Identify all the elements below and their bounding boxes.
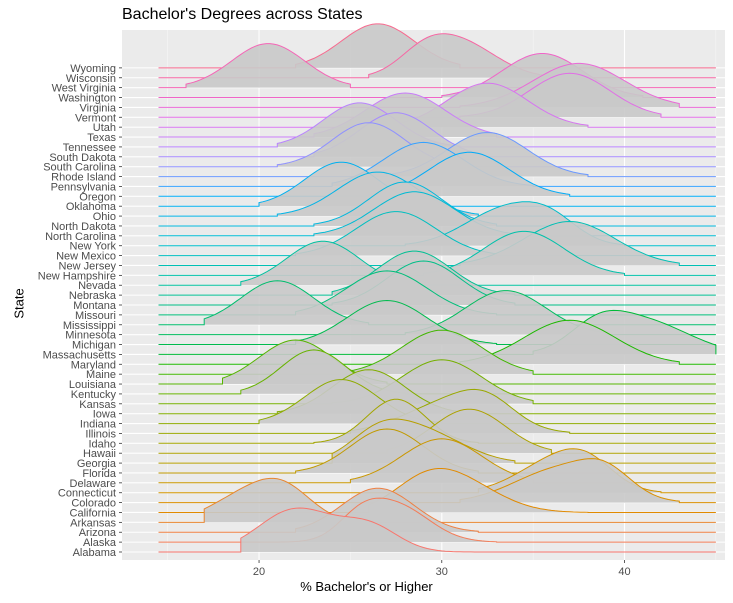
density-area [368,468,588,513]
density-area [204,280,369,325]
y-tick-label: Georgia [77,458,117,470]
y-tick-label: Rhode Island [51,172,116,184]
y-tick-label: Oklahoma [66,201,117,213]
density-area [295,270,497,315]
y-tick-label: Wyoming [70,63,116,75]
y-tick-label: New Mexico [56,251,116,263]
density-area [423,231,625,276]
density-area [350,330,534,375]
y-tick-label: Virginia [80,102,117,114]
y-tick-label: Kansas [79,399,116,411]
y-tick-label: Pennsylvania [51,181,117,193]
y-tick-label: Maine [86,369,116,381]
y-tick-label: Florida [82,468,117,480]
y-tick-label: Wisconsin [66,73,116,85]
ridge-west-virginia [158,43,716,89]
y-tick-label: Iowa [93,409,117,421]
y-tick-label: Minnesota [65,330,117,342]
ridge-california [158,468,716,513]
density-line [158,181,716,227]
ridge-alabama [158,507,716,553]
y-tick-label: Nebraska [69,290,117,302]
y-tick-label: West Virginia [52,83,117,95]
y-tick-label: Hawaii [83,448,116,460]
y-tick-label: New York [70,241,117,253]
y-tick-label: Massachusetts [43,349,117,361]
y-tick-label: Connecticut [58,488,116,500]
density-line [158,230,716,276]
y-tick-label: California [70,507,117,519]
density-line [158,329,716,375]
y-tick-label: Ohio [93,211,116,223]
y-tick-label: Illinois [85,428,116,440]
y-tick-label: Colorado [71,498,116,510]
density-area [350,438,534,483]
density-line [158,280,716,326]
y-tick-label: Montana [73,300,117,312]
ridge-layer [158,23,717,553]
x-tick-label: 40 [618,566,630,578]
y-tick-label: Utah [93,122,116,134]
density-area [240,508,479,552]
y-tick-label: Mississippi [63,320,116,332]
ridge-new-hampshire [158,230,716,276]
y-tick-label: Alabama [73,547,117,559]
density-area [368,33,552,78]
y-tick-label: Vermont [75,112,116,124]
density-line [158,468,716,513]
y-tick-label: Washington [58,93,116,105]
density-line [158,43,716,89]
y-tick-label: Maryland [71,359,116,371]
ridge-delaware [158,438,716,484]
y-tick-label: North Dakota [51,221,117,233]
y-tick-label: Michigan [72,340,116,352]
y-tick-label: New Hampshire [38,270,116,282]
y-tick-label: South Carolina [43,162,117,174]
density-area [460,320,680,365]
y-tick-label: Louisiana [69,379,117,391]
y-tick-label: Alaska [83,537,117,549]
y-tick-label: Arizona [79,527,117,539]
density-line [158,438,716,484]
x-tick-label: 20 [253,566,265,578]
y-tick-label: Nevada [78,280,117,292]
x-axis-title: % Bachelor's or Higher [300,579,433,594]
y-tick-label: New Jersey [59,260,117,272]
y-tick-label: Kentucky [71,389,117,401]
y-tick-label: Idaho [88,438,116,450]
y-tick-labels: AlabamaAlaskaArizonaArkansasCaliforniaCo… [38,63,122,559]
y-tick-label: North Carolina [45,231,117,243]
y-tick-label: Missouri [75,310,116,322]
density-line [158,418,716,464]
y-tick-label: Arkansas [70,517,116,529]
x-tick-label: 30 [436,566,448,578]
y-tick-label: Texas [87,132,116,144]
density-area [186,43,351,88]
y-tick-label: Oregon [79,191,116,203]
y-tick-label: Delaware [70,478,116,490]
ridge-maine [158,329,716,375]
y-tick-label: Tennessee [63,142,116,154]
chart-title: Bachelor's Degrees across States [122,6,363,23]
x-tick-labels: 20 30 40 [253,560,631,578]
y-tick-label: Indiana [80,419,117,431]
ridge-mississippi [158,280,716,326]
density-area [295,211,497,256]
density-line [158,507,716,553]
density-area [460,458,680,503]
y-tick-label: South Dakota [49,152,117,164]
